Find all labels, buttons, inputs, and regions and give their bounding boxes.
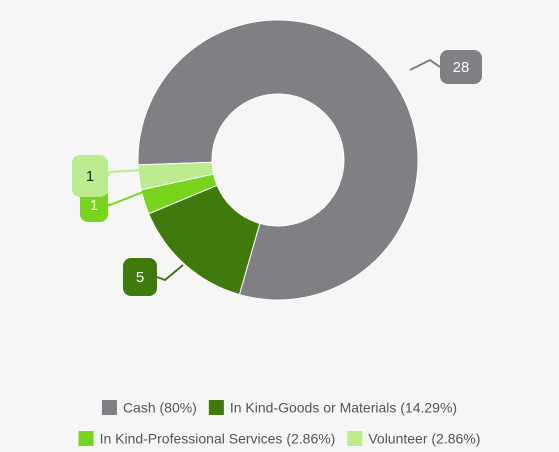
callout-box — [440, 50, 482, 84]
legend-label: Cash (80%) — [123, 400, 197, 416]
legend-label: In Kind-Goods or Materials (14.29%) — [230, 400, 457, 416]
legend-label: Volunteer (2.86%) — [368, 431, 480, 447]
legend-item[interactable]: In Kind-Professional Services (2.86%) — [78, 431, 336, 447]
callout-line — [107, 169, 143, 177]
callout-line — [156, 264, 184, 282]
callout-line — [409, 58, 441, 71]
callout-box — [123, 258, 157, 296]
legend-swatch — [101, 400, 117, 415]
legend-label: In Kind-Professional Services (2.86%) — [100, 431, 336, 447]
data-label: 1 — [90, 197, 98, 214]
legend-item[interactable]: Volunteer (2.86%) — [347, 431, 480, 447]
legend-swatch — [78, 431, 94, 446]
donut-slice — [137, 161, 215, 191]
legend-item[interactable]: Cash (80%) — [101, 400, 197, 416]
data-label: 5 — [136, 269, 144, 286]
legend-swatch — [347, 431, 363, 446]
legend-swatch — [208, 400, 224, 415]
data-label: 28 — [453, 59, 470, 76]
legend-item[interactable]: In Kind-Goods or Materials (14.29%) — [208, 400, 457, 416]
callout-box — [72, 155, 108, 197]
donut-slice — [137, 19, 419, 301]
data-label: 1 — [86, 168, 94, 185]
callout-line — [108, 189, 149, 206]
